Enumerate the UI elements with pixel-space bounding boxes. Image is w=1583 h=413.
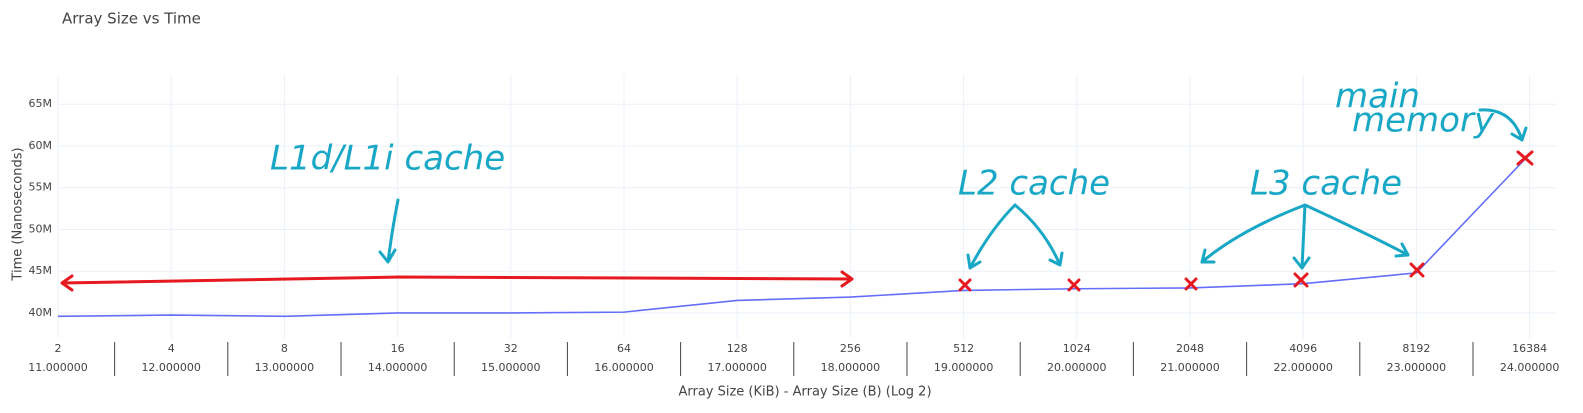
x-tick-label: 2 — [55, 342, 62, 355]
annotation: L2 cache — [958, 164, 1110, 204]
plot: 40M45M50M55M60M65M211.000000412.00000081… — [28, 75, 1559, 376]
x-tick-label: 22.000000 — [1273, 361, 1333, 374]
y-tick-label: 40M — [29, 306, 53, 319]
x-tick-label: 256 — [840, 342, 861, 355]
x-tick-label: 11.000000 — [28, 361, 88, 374]
x-tick-label: 8 — [281, 342, 288, 355]
arrow — [1200, 203, 1410, 270]
y-tick-label: 65M — [29, 97, 53, 110]
x-tick-label: 19.000000 — [934, 361, 994, 374]
annotation: main — [1335, 77, 1420, 117]
x-tick-label: 16384 — [1512, 342, 1547, 355]
chart-title: Array Size vs Time — [62, 10, 201, 28]
arrow — [1478, 108, 1528, 142]
x-tick-label: 20.000000 — [1047, 361, 1107, 374]
annotation: L1d/L1i cache — [270, 139, 505, 179]
line — [57, 153, 1531, 318]
y-tick-label: 55M — [29, 181, 53, 194]
x-tick-label: 13.000000 — [255, 361, 315, 374]
x-tick-label: 128 — [727, 342, 748, 355]
y-axis-title: Time (Nanoseconds) — [11, 147, 26, 281]
x-tick-label: 24.000000 — [1500, 361, 1560, 374]
x-tick-label: 1024 — [1063, 342, 1091, 355]
arrow-l1 — [60, 270, 854, 292]
x-tick-label: 4 — [168, 342, 175, 355]
x-tick-label: 23.000000 — [1387, 361, 1447, 374]
x-tick-label: 2048 — [1176, 342, 1204, 355]
y-tick-label: 45M — [29, 264, 53, 277]
arrow — [966, 203, 1064, 270]
x-tick-label: 14.000000 — [368, 361, 428, 374]
cross-marks — [958, 150, 1534, 292]
x-tick-label: 512 — [953, 342, 974, 355]
x-tick-label: 18.000000 — [821, 361, 881, 374]
x-tick-label: 16 — [391, 342, 405, 355]
x-tick-label: 4096 — [1289, 342, 1317, 355]
y-tick-label: 50M — [29, 222, 53, 235]
x-tick-label: 16.000000 — [594, 361, 654, 374]
x-tick-label: 8192 — [1402, 342, 1430, 355]
annotation: memory — [1352, 101, 1495, 141]
x-tick-label: 32 — [504, 342, 518, 355]
y-tick-label: 60M — [29, 139, 53, 152]
x-tick-label: 64 — [617, 342, 631, 355]
handwriting: L1d/L1i cache L2 cache L3 cache main mem… — [60, 77, 1534, 292]
annotation: L3 cache — [1250, 164, 1402, 204]
x-tick-label: 15.000000 — [481, 361, 541, 374]
arrow — [378, 198, 400, 264]
x-tick-label: 21.000000 — [1160, 361, 1220, 374]
x-tick-label: 12.000000 — [141, 361, 201, 374]
x-tick-label: 17.000000 — [707, 361, 767, 374]
x-axis-title: Array Size (KiB) - Array Size (B) (Log 2… — [678, 385, 931, 400]
